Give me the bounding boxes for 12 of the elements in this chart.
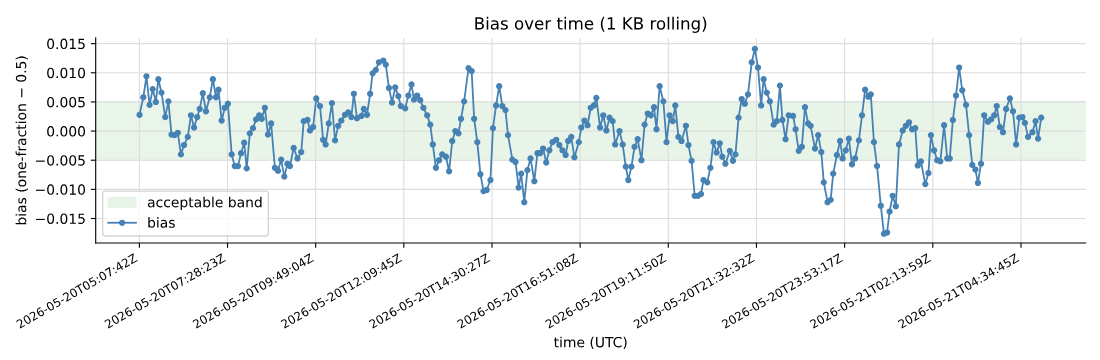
legend-label: bias [148,217,175,228]
y-tick-label: 0.015 [47,38,85,50]
y-axis-title: bias (one-fraction − 0.5) [15,56,28,225]
x-axis-title: time (UTC) [553,336,627,350]
legend-label: acceptable band [147,196,262,211]
y-tick-label: −0.015 [36,213,85,224]
y-tick-label: −0.005 [36,155,85,166]
y-tick-label: 0.010 [47,67,86,79]
y-tick-label: −0.010 [36,184,86,195]
chart-title: Bias over time (1 KB rolling) [475,16,707,33]
y-tick-label: 0.000 [47,126,86,137]
y-tick-label: 0.005 [47,96,85,108]
